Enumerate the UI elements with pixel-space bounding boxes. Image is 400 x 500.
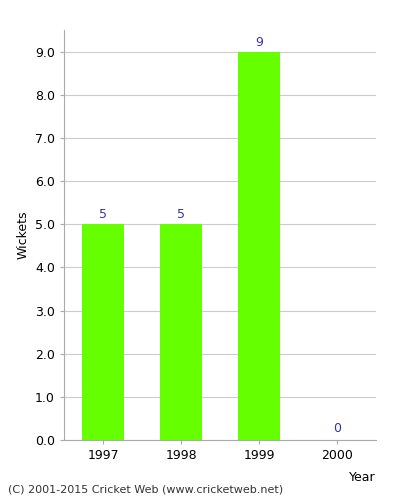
- Text: 5: 5: [177, 208, 185, 221]
- Bar: [160, 224, 202, 440]
- Text: 0: 0: [333, 422, 341, 435]
- Text: Year: Year: [349, 471, 376, 484]
- Y-axis label: Wickets: Wickets: [16, 211, 30, 259]
- Text: (C) 2001-2015 Cricket Web (www.cricketweb.net): (C) 2001-2015 Cricket Web (www.cricketwe…: [8, 485, 283, 495]
- Bar: [82, 224, 124, 440]
- Bar: [238, 52, 280, 440]
- Text: 9: 9: [255, 36, 263, 49]
- Text: 5: 5: [99, 208, 107, 221]
